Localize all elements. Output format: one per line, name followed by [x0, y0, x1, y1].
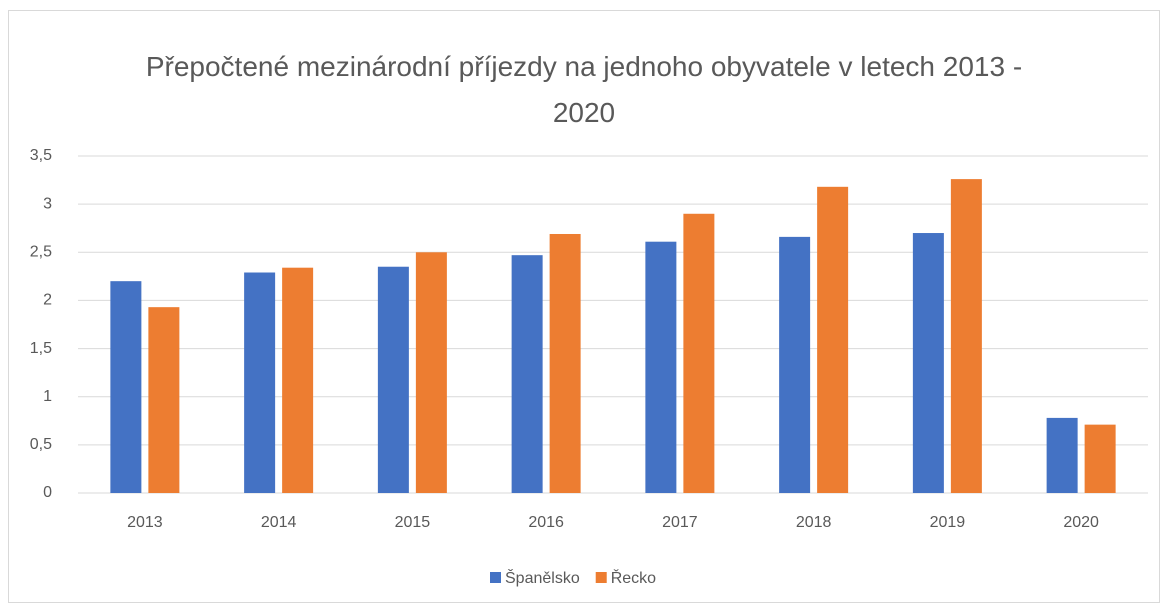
y-tick-label: 1: [43, 388, 52, 405]
bar: [1084, 424, 1116, 493]
x-tick-label: 2020: [1063, 514, 1099, 531]
bar: [779, 236, 811, 493]
legend-swatch: [595, 572, 607, 583]
y-tick-label: 0: [43, 484, 52, 501]
bar: [244, 272, 276, 493]
x-tick-label: 2018: [796, 514, 832, 531]
bar: [1046, 417, 1078, 493]
bar: [511, 255, 543, 493]
bar: [645, 241, 677, 493]
bar: [148, 307, 180, 493]
x-tick-label: 2014: [261, 514, 297, 531]
y-tick-label: 3: [43, 195, 52, 212]
y-tick-label: 1,5: [30, 340, 52, 357]
x-tick-label: 2016: [528, 514, 564, 531]
x-tick-label: 2019: [930, 514, 966, 531]
bar: [950, 179, 982, 493]
legend-label: Španělsko: [505, 568, 580, 587]
bar: [549, 233, 581, 493]
y-tick-label: 3,5: [30, 147, 52, 164]
bar: [912, 233, 944, 493]
bar: [415, 252, 447, 493]
x-tick-label: 2017: [662, 514, 698, 531]
bar: [282, 267, 314, 493]
y-tick-label: 0,5: [30, 436, 52, 453]
bar: [683, 213, 715, 493]
x-tick-label: 2013: [127, 514, 163, 531]
chart-title: Přepočtené mezinárodní příjezdy na jedno…: [145, 51, 1023, 128]
y-tick-label: 2,5: [30, 244, 52, 261]
bar: [377, 266, 409, 493]
y-tick-label: 2: [43, 292, 52, 309]
legend-label: Řecko: [611, 568, 656, 587]
x-tick-label: 2015: [395, 514, 431, 531]
bar: [817, 186, 849, 493]
bar: [110, 281, 142, 493]
legend-swatch: [490, 572, 501, 583]
